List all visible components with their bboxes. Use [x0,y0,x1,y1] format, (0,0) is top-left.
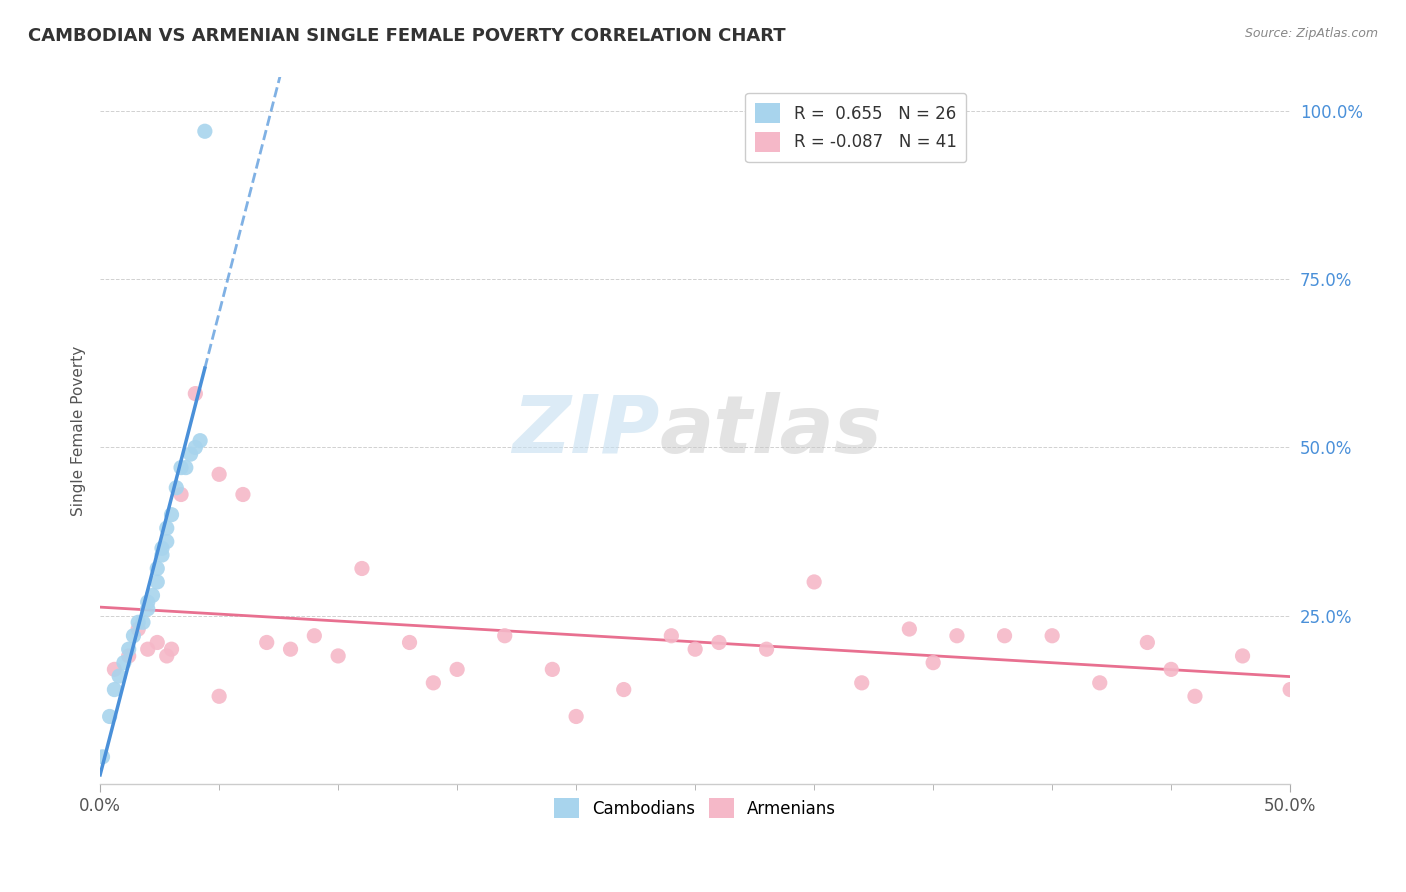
Point [446,662,468,676]
Point [304,629,326,643]
Point [127,615,149,630]
Point [146,561,169,575]
Point [613,682,636,697]
Point [170,487,193,501]
Point [170,460,193,475]
Point [118,642,141,657]
Y-axis label: Single Female Poverty: Single Female Poverty [72,345,86,516]
Point [132,615,155,630]
Point [326,648,349,663]
Point [707,635,730,649]
Point [1040,629,1063,643]
Point [136,602,159,616]
Point [180,447,202,461]
Point [103,662,125,676]
Point [150,548,173,562]
Point [165,481,187,495]
Point [103,682,125,697]
Point [851,676,873,690]
Point [803,574,825,589]
Point [141,588,163,602]
Point [1184,690,1206,704]
Point [174,460,197,475]
Point [280,642,302,657]
Point [1088,676,1111,690]
Point [256,635,278,649]
Point [160,508,183,522]
Point [127,622,149,636]
Point [350,561,373,575]
Point [108,669,131,683]
Point [156,521,179,535]
Point [422,676,444,690]
Point [494,629,516,643]
Point [194,124,217,138]
Point [993,629,1015,643]
Point [565,709,588,723]
Text: ZIP: ZIP [512,392,659,469]
Point [122,629,145,643]
Point [1279,682,1302,697]
Point [232,487,254,501]
Point [146,635,169,649]
Text: CAMBODIAN VS ARMENIAN SINGLE FEMALE POVERTY CORRELATION CHART: CAMBODIAN VS ARMENIAN SINGLE FEMALE POVE… [28,27,786,45]
Legend: Cambodians, Armenians: Cambodians, Armenians [547,791,842,825]
Point [188,434,211,448]
Point [160,642,183,657]
Point [1160,662,1182,676]
Point [1232,648,1254,663]
Point [150,541,173,556]
Point [541,662,564,676]
Text: Source: ZipAtlas.com: Source: ZipAtlas.com [1244,27,1378,40]
Point [659,629,682,643]
Point [922,656,945,670]
Point [136,642,159,657]
Point [112,656,135,670]
Point [755,642,778,657]
Point [898,622,921,636]
Point [136,595,159,609]
Point [146,574,169,589]
Point [208,690,231,704]
Text: atlas: atlas [659,392,882,469]
Point [1136,635,1159,649]
Point [156,648,179,663]
Point [156,534,179,549]
Point [118,648,141,663]
Point [946,629,969,643]
Point [398,635,420,649]
Point [98,709,121,723]
Point [91,749,114,764]
Point [208,467,231,482]
Point [184,441,207,455]
Point [683,642,706,657]
Point [184,386,207,401]
